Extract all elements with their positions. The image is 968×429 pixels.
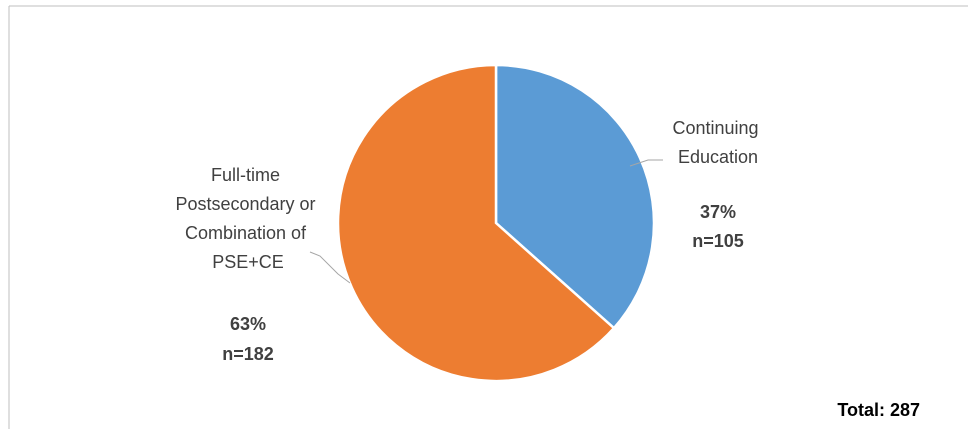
- category-label-line: Full-time: [211, 165, 280, 185]
- total-label: Total: 287: [837, 400, 920, 420]
- category-label-full-time-pse: Full-time Postsecondary or Combination o…: [175, 165, 320, 272]
- pie-slices: [336, 63, 656, 383]
- category-label-line: PSE+CE: [212, 252, 284, 272]
- pie-slice-full-time-pse: [336, 63, 616, 383]
- count-label-continuing-education: n=105: [692, 231, 744, 251]
- category-label-line: Postsecondary or: [175, 194, 315, 214]
- category-label-line: Education: [678, 147, 758, 167]
- category-label-line: Continuing: [672, 118, 758, 138]
- category-label-line: Combination of: [185, 223, 307, 243]
- category-label-continuing-education: Continuing Education: [672, 118, 763, 167]
- percent-label-continuing-education: 37%: [700, 202, 736, 222]
- pie-slice-continuing-education: [494, 63, 656, 330]
- leader-line-continuing-education: [629, 159, 663, 167]
- percent-label-full-time-pse: 63%: [230, 314, 266, 334]
- leader-line-full-time-pse: [309, 251, 351, 284]
- count-label-full-time-pse: n=182: [222, 344, 274, 364]
